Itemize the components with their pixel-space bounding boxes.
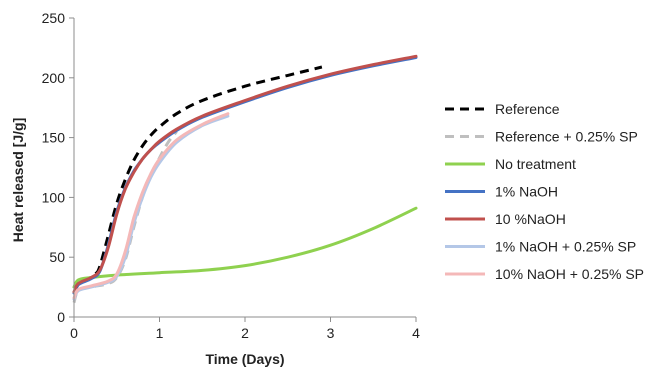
legend-label-1-naoh-0-25-sp: 1% NaOH + 0.25% SP — [495, 239, 636, 255]
plot-lines — [72, 54, 418, 304]
series-line-no-treatment — [72, 206, 418, 289]
y-tick-label: 100 — [42, 189, 66, 205]
y-tick-label: 250 — [42, 10, 66, 26]
x-axis-title: Time (Days) — [205, 351, 284, 367]
legend-label-1-naoh: 1% NaOH — [495, 184, 558, 200]
legend: Reference Reference + 0.25% SP No treatmen… — [445, 101, 644, 282]
y-tick-label: 200 — [42, 70, 66, 86]
x-ticks: 0 1 2 3 4 — [70, 317, 420, 341]
y-axis-title: Heat released [J/g] — [10, 118, 26, 243]
y-ticks: 0 50 100 150 200 250 — [42, 10, 74, 325]
y-tick-label: 150 — [42, 130, 66, 146]
legend-label-reference: Reference — [495, 101, 560, 117]
y-tick-label: 0 — [57, 309, 65, 325]
y-tick-label: 50 — [49, 249, 65, 265]
legend-label-10-naoh: 10 %NaOH — [495, 211, 566, 227]
legend-label-10-naoh-0-25-sp: 10% NaOH + 0.25% SP — [495, 266, 644, 282]
x-tick-label: 1 — [156, 325, 164, 341]
x-tick-label: 2 — [241, 325, 249, 341]
series-line-10-naoh — [72, 54, 418, 294]
x-tick-label: 0 — [70, 325, 78, 341]
legend-label-reference-0-25-sp: Reference + 0.25% SP — [495, 129, 638, 145]
legend-label-no-treatment: No treatment — [495, 156, 576, 172]
x-tick-label: 3 — [327, 325, 335, 341]
x-tick-label: 4 — [412, 325, 420, 341]
series-line-10-naoh-0-25-sp — [72, 112, 230, 300]
series-line-reference — [72, 65, 323, 294]
axes: 0 50 100 150 200 250 0 1 2 3 4 — [42, 10, 420, 341]
